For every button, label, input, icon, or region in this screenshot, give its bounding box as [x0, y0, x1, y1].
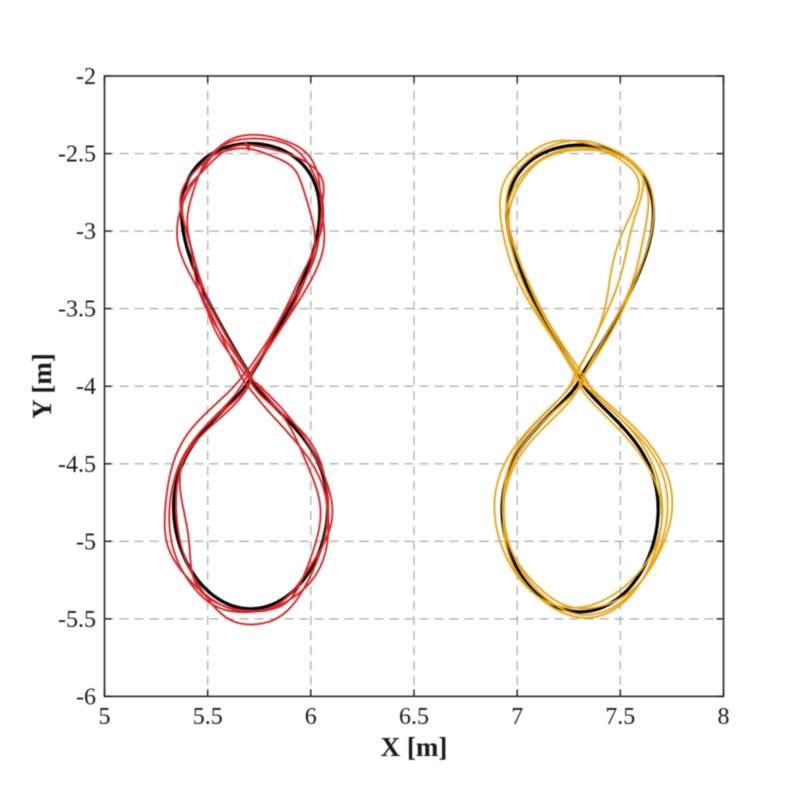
svg-text:-4.5: -4.5 — [58, 452, 96, 478]
svg-text:6.5: 6.5 — [399, 704, 429, 730]
svg-text:5.5: 5.5 — [193, 704, 223, 730]
svg-text:-3: -3 — [76, 219, 96, 245]
svg-text:-6: -6 — [76, 684, 96, 710]
svg-text:X [m]: X [m] — [381, 732, 448, 762]
svg-text:-3.5: -3.5 — [58, 297, 96, 323]
svg-text:-5.5: -5.5 — [58, 607, 96, 633]
svg-text:6: 6 — [305, 704, 317, 730]
svg-text:-2: -2 — [76, 64, 96, 90]
svg-text:-5: -5 — [76, 529, 96, 555]
svg-text:5: 5 — [99, 704, 111, 730]
svg-text:8: 8 — [718, 704, 730, 730]
svg-text:Y [m]: Y [m] — [27, 353, 57, 419]
svg-text:7.5: 7.5 — [605, 704, 635, 730]
svg-text:-2.5: -2.5 — [58, 142, 96, 168]
svg-text:7: 7 — [511, 704, 523, 730]
svg-text:-4: -4 — [76, 374, 96, 400]
